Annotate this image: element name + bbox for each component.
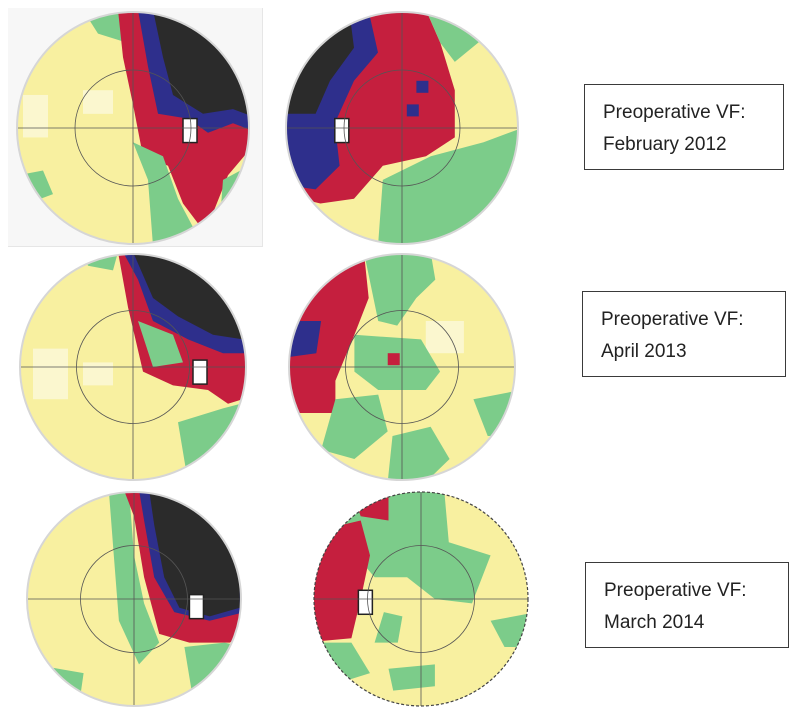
visit-label-title: Preoperative VF: bbox=[604, 580, 747, 601]
high-sensitivity-patch bbox=[83, 90, 113, 114]
visual-field-map-left-eye-2012 bbox=[16, 11, 250, 245]
high-sensitivity-patch bbox=[23, 94, 48, 138]
visit-label-title: Preoperative VF: bbox=[603, 102, 746, 123]
blue-defect-region bbox=[289, 321, 322, 358]
visit-label-date: February 2012 bbox=[603, 134, 727, 155]
central-field-ring bbox=[76, 310, 190, 424]
green-defect-region bbox=[184, 642, 241, 706]
blind-spot bbox=[357, 589, 374, 616]
green-defect-region bbox=[133, 142, 203, 244]
field-boundary bbox=[285, 11, 519, 245]
central-field-ring bbox=[74, 69, 192, 187]
visual-field-map-right-eye-2013 bbox=[288, 253, 516, 481]
visit-label-2012: Preoperative VF: February 2012 bbox=[584, 84, 784, 170]
visual-field-map-left-eye-2014 bbox=[26, 491, 242, 707]
field-boundary bbox=[19, 253, 247, 481]
blind-spot bbox=[334, 117, 350, 144]
central-field-ring bbox=[345, 310, 459, 424]
central-field-ring bbox=[343, 69, 461, 187]
visit-label-2014: Preoperative VF: March 2014 bbox=[585, 562, 789, 648]
visual-field-map-right-eye-2012 bbox=[285, 11, 519, 245]
green-defect-region bbox=[321, 394, 388, 459]
high-sensitivity-patch bbox=[425, 321, 464, 354]
blind-spot bbox=[192, 359, 208, 385]
visual-field-map-left-eye-2013 bbox=[19, 253, 247, 481]
green-defect-region bbox=[318, 492, 491, 604]
high-sensitivity-patch bbox=[33, 348, 68, 400]
field-boundary bbox=[16, 11, 250, 245]
blue-test-point bbox=[406, 104, 419, 117]
green-defect-region bbox=[388, 664, 435, 691]
central-field-ring bbox=[80, 545, 188, 653]
red-test-point bbox=[387, 353, 400, 366]
visit-label-date: April 2013 bbox=[601, 341, 687, 362]
green-defect-region bbox=[138, 321, 183, 367]
visit-label-date: March 2014 bbox=[604, 612, 705, 633]
visit-label-2013: Preoperative VF: April 2013 bbox=[582, 291, 786, 377]
high-sensitivity-patch bbox=[83, 362, 113, 386]
blue-test-point bbox=[416, 80, 429, 93]
blind-spot bbox=[188, 593, 205, 620]
green-defect-region bbox=[387, 426, 450, 480]
field-boundary bbox=[288, 253, 516, 481]
visual-field-map-right-eye-2014 bbox=[313, 491, 529, 707]
field-boundary bbox=[313, 491, 529, 707]
field-boundary bbox=[26, 491, 242, 707]
green-defect-region bbox=[363, 254, 436, 326]
visit-label-title: Preoperative VF: bbox=[601, 309, 744, 330]
central-field-ring bbox=[367, 545, 475, 653]
